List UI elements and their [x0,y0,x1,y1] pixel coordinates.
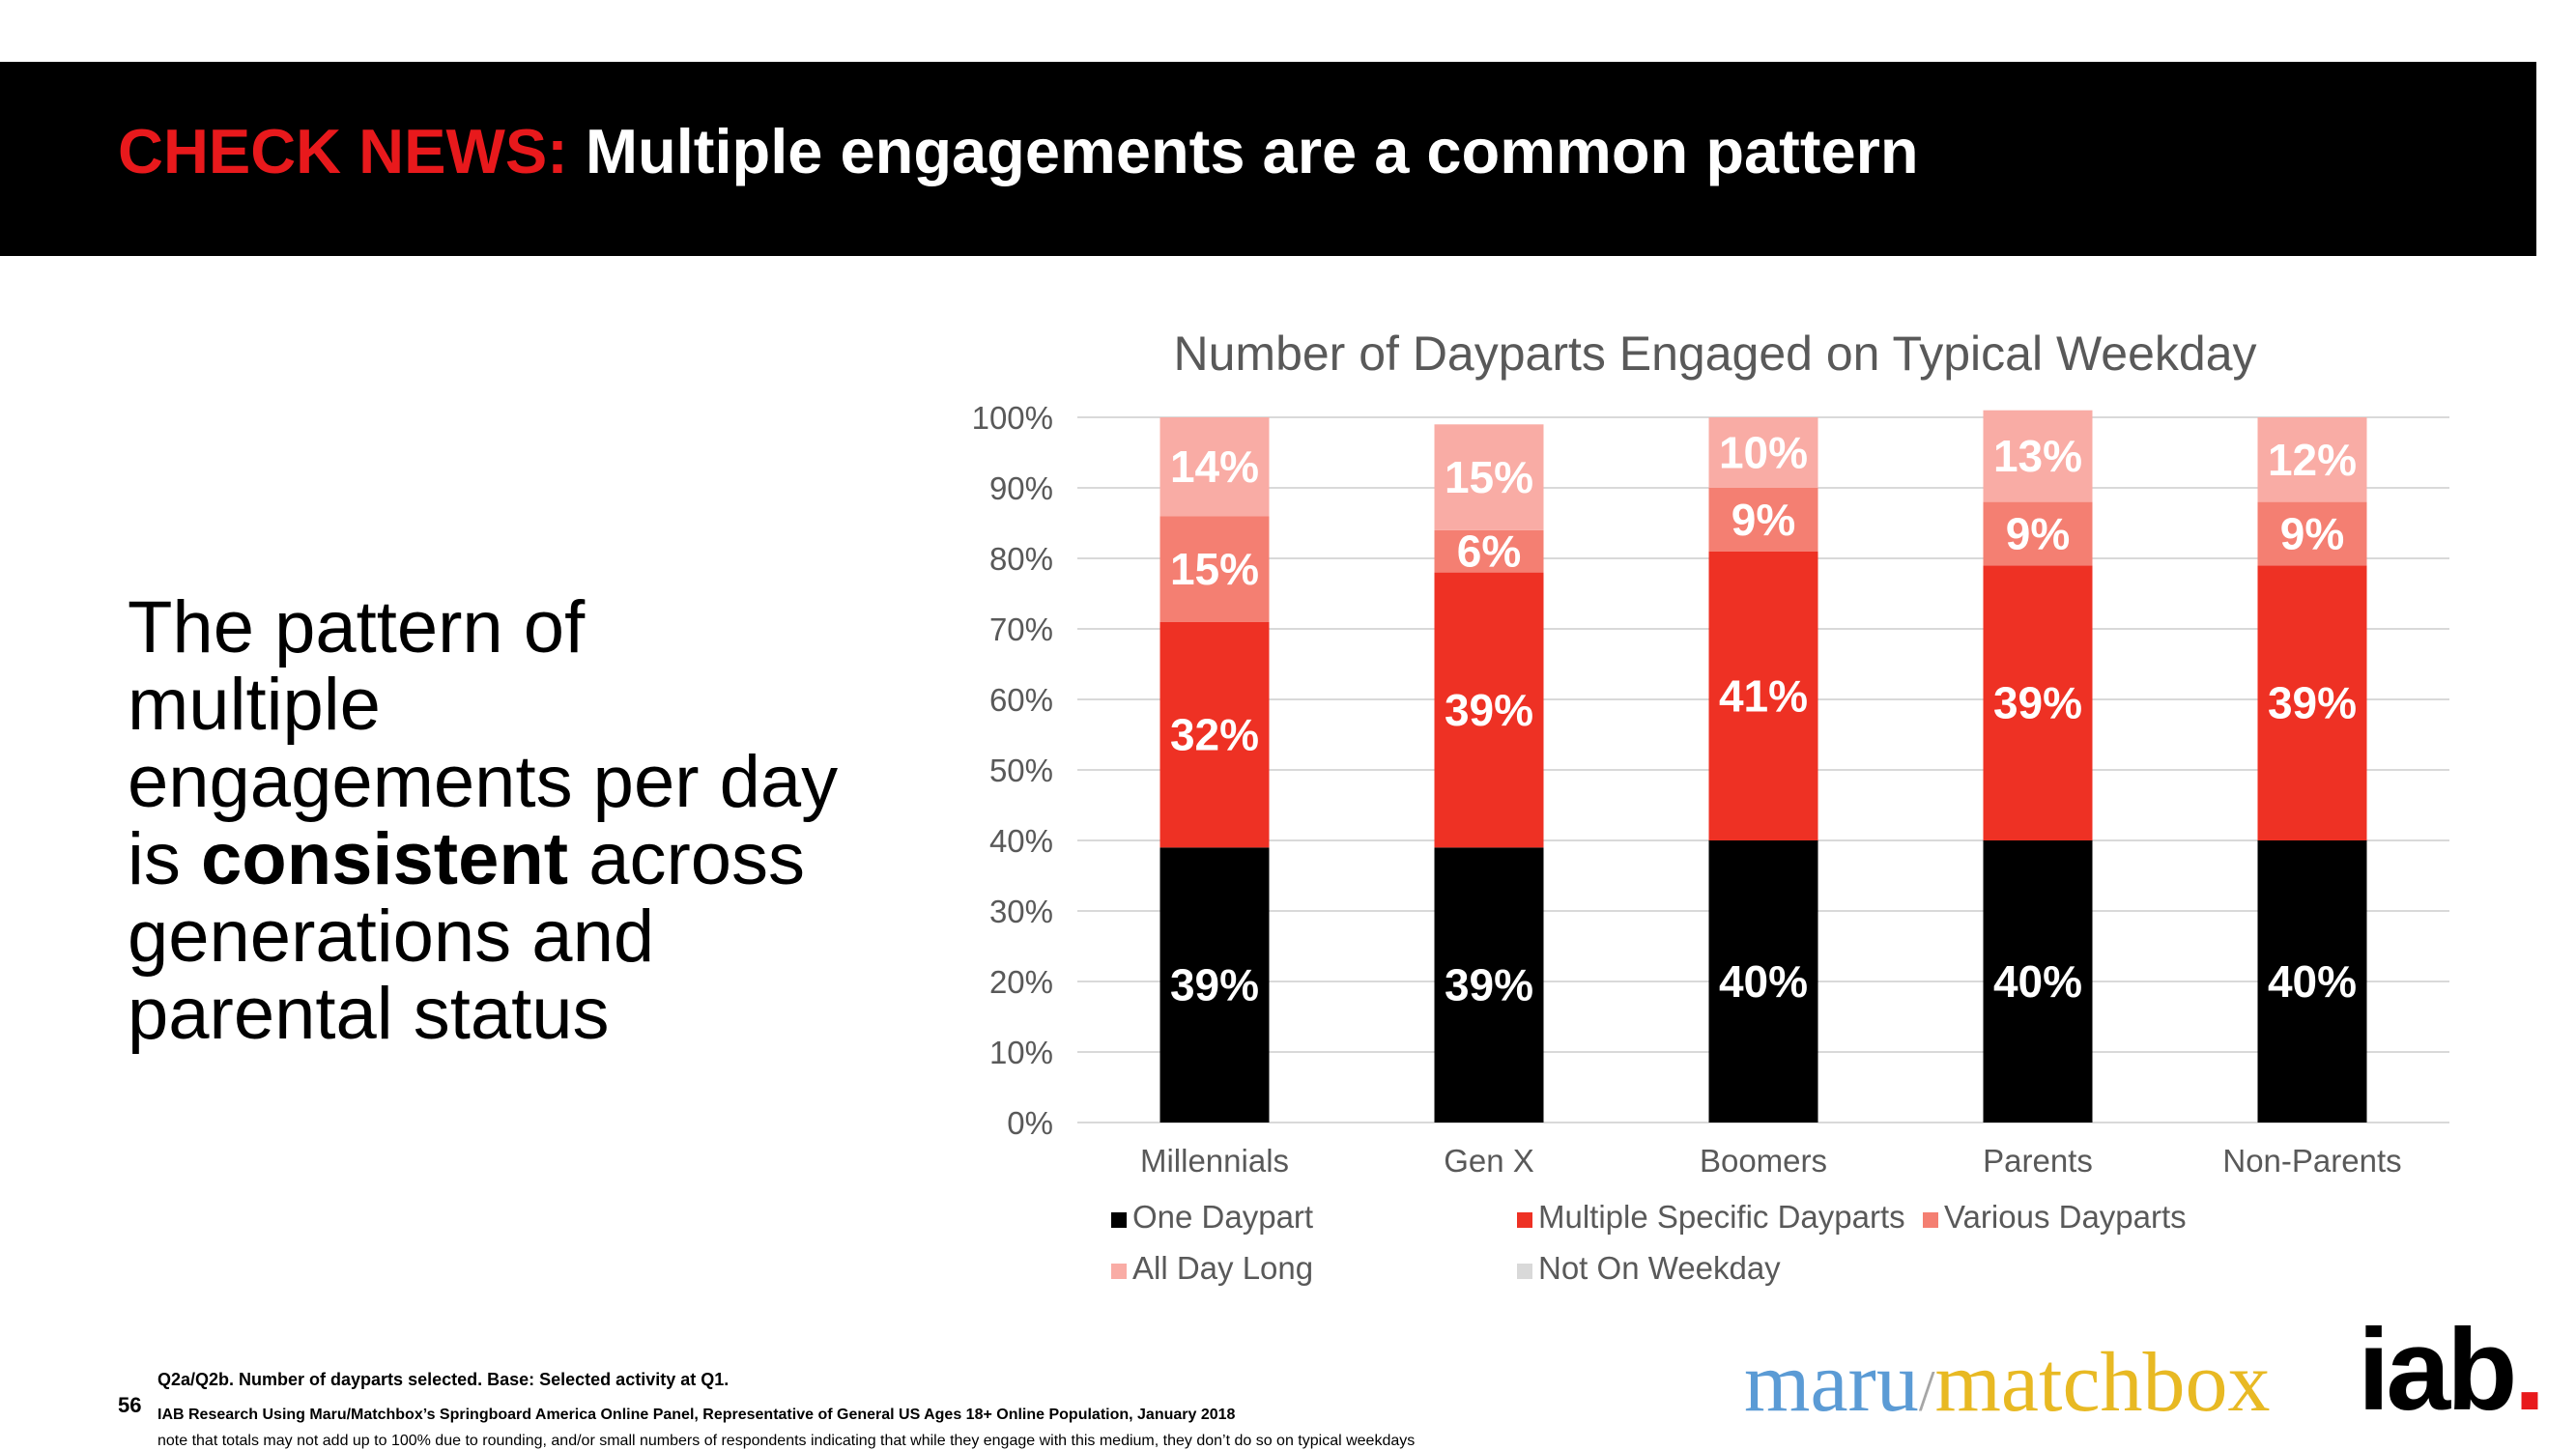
y-tick-label: 60% [989,682,1053,718]
chart-title: Number of Dayparts Engaged on Typical We… [1174,327,2257,381]
takeaway-emphasis: consistent [201,818,569,900]
data-label: 9% [1732,495,1795,545]
logo-iab-dot: . [2513,1305,2545,1435]
y-tick-label: 10% [989,1035,1053,1070]
data-label: 39% [2268,678,2357,728]
bar-segment [1434,529,1544,573]
y-tick-label: 40% [989,823,1053,859]
page-number: 56 [118,1393,142,1417]
bar-segment [2257,501,2367,566]
legend-swatch [1517,1264,1532,1279]
bar-segment [1434,572,1544,848]
y-tick-label: 30% [989,894,1053,929]
data-label: 39% [1445,685,1533,735]
data-label: 15% [1445,452,1533,502]
logo-maru-text: maru [1744,1336,1919,1430]
bar-segment [1434,424,1544,530]
maru-matchbox-logo: maru/matchbox [1744,1341,2271,1426]
footnote-question: Q2a/Q2b. Number of dayparts selected. Ba… [157,1370,730,1389]
data-label: 9% [2280,508,2344,558]
data-label: 15% [1170,544,1259,594]
x-tick-label: Boomers [1700,1143,1827,1179]
takeaway-after: across generations and parental status [128,818,806,1055]
data-label: 32% [1170,710,1259,760]
legend-label: Not On Weekday [1538,1250,1781,1286]
bar-segment [1708,840,1818,1123]
y-tick-label: 0% [1007,1105,1053,1141]
bar-segment [1159,417,1270,517]
data-label: 39% [1445,960,1533,1010]
legend-swatch [1111,1264,1127,1279]
bar-segment [2257,565,2367,840]
x-tick-label: Gen X [1444,1143,1534,1179]
bar-segment [1708,488,1818,552]
title-accent: CHECK NEWS: [118,116,568,186]
bar-segment [1983,410,2093,502]
bar-segment [1159,516,1270,622]
legend-swatch [1923,1212,1938,1228]
data-label: 41% [1719,670,1808,721]
x-tick-label: Parents [1983,1143,2093,1179]
data-label: 10% [1719,428,1808,478]
bar-segment [2257,417,2367,502]
x-tick-label: Millennials [1140,1143,1289,1179]
header-bar [0,62,2536,256]
legend-label: Multiple Specific Dayparts [1538,1199,1905,1235]
bar-segment [1159,621,1270,848]
bar-segment [1434,847,1544,1123]
data-label: 39% [1170,960,1259,1010]
bar-segment [1983,501,2093,566]
y-tick-label: 90% [989,470,1053,506]
bar-segment [1708,417,1818,488]
takeaway-before: The pattern of multiple engagements per … [128,586,839,900]
slide-title: CHECK NEWS: Multiple engagements are a c… [118,120,1919,183]
bar-segment [1983,565,2093,840]
data-label: 6% [1457,526,1521,577]
bar-segment [2257,840,2367,1123]
y-tick-label: 20% [989,964,1053,1000]
legend-swatch [1111,1212,1127,1228]
y-tick-label: 80% [989,541,1053,577]
legend-label: Various Dayparts [1944,1199,2187,1235]
bar-segment [1708,551,1818,840]
legend-swatch [1517,1212,1532,1228]
logo-matchbox-text: matchbox [1934,1336,2271,1430]
footnote-source: IAB Research Using Maru/Matchbox’s Sprin… [157,1407,1236,1423]
y-tick-label: 50% [989,753,1053,788]
data-label: 40% [1719,956,1808,1007]
data-label: 12% [2268,435,2357,485]
data-label: 13% [1993,431,2082,481]
takeaway-text: The pattern of multiple engagements per … [128,589,843,1053]
logo-slash: / [1918,1359,1935,1423]
logo-iab-text: iab [2358,1305,2517,1435]
title-text: Multiple engagements are a common patter… [567,116,1919,186]
legend-label: All Day Long [1132,1250,1313,1286]
data-label: 14% [1170,441,1259,492]
data-label: 9% [2006,508,2070,558]
data-label: 40% [2268,956,2357,1007]
y-tick-label: 70% [989,611,1053,647]
iab-logo: iab. [2358,1312,2546,1428]
bar-segment [1983,840,2093,1123]
legend-label: One Daypart [1132,1199,1313,1235]
footnote-rounding: note that totals may not add up to 100% … [157,1433,1416,1449]
x-tick-label: Non-Parents [2222,1143,2401,1179]
data-label: 40% [1993,956,2082,1007]
y-tick-label: 100% [972,400,1053,436]
data-label: 39% [1993,678,2082,728]
bar-segment [1159,847,1270,1123]
